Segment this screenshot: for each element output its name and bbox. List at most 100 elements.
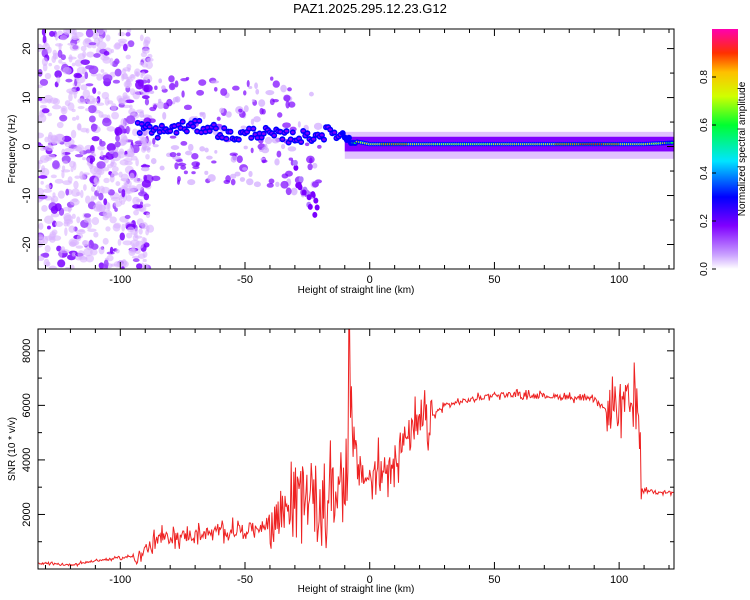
- noise-blob: [124, 153, 132, 158]
- noise-blob: [311, 181, 319, 188]
- snr-xlabel: Height of straight line (km): [298, 584, 415, 595]
- noise-blob: [172, 96, 179, 103]
- noise-blob: [214, 149, 218, 154]
- noise-blob: [74, 59, 83, 67]
- noise-blob: [140, 71, 146, 76]
- noise-blob: [117, 260, 128, 267]
- noise-blob: [118, 148, 125, 155]
- noise-blob: [196, 89, 205, 96]
- ridge-tail: [307, 203, 313, 210]
- noise-blob: [297, 121, 301, 128]
- noise-blob: [251, 99, 256, 103]
- noise-blob: [130, 155, 138, 161]
- noise-blob: [122, 135, 129, 145]
- noise-blob: [307, 163, 313, 171]
- noise-blob: [56, 121, 64, 129]
- noise-blob: [85, 195, 91, 204]
- noise-blob: [126, 63, 132, 70]
- noise-blob: [71, 213, 76, 219]
- noise-blob: [123, 80, 132, 89]
- noise-blob: [242, 167, 248, 171]
- colorbar-label: Normalized spectral amplitude: [737, 81, 748, 216]
- noise-blob: [73, 146, 83, 152]
- noise-blob: [142, 251, 148, 258]
- ridge-mid: [157, 130, 162, 134]
- ridge-mid: [197, 119, 202, 123]
- colorbar-gradient: [712, 29, 738, 269]
- x-tick-label: 0: [367, 274, 373, 286]
- ridge-mid: [247, 127, 251, 130]
- noise-blob: [82, 156, 86, 161]
- ridge-mid: [236, 138, 241, 141]
- noise-blob: [70, 166, 74, 173]
- noise-blob: [96, 102, 105, 106]
- noise-blob: [70, 264, 75, 269]
- noise-blob: [121, 223, 126, 232]
- noise-blob: [180, 140, 188, 146]
- noise-blob: [80, 84, 88, 91]
- noise-blob: [120, 200, 126, 205]
- noise-blob: [306, 155, 315, 164]
- noise-blob: [124, 214, 131, 220]
- x-tick-label: -50: [237, 574, 253, 586]
- noise-blob: [170, 145, 180, 150]
- noise-blob: [304, 142, 310, 147]
- noise-blob: [148, 118, 156, 124]
- noise-blob: [191, 161, 201, 167]
- noise-blob: [139, 34, 144, 42]
- ridge-mid: [280, 137, 285, 141]
- noise-blob: [38, 222, 44, 230]
- noise-blob: [64, 142, 72, 148]
- noise-blob: [136, 218, 144, 226]
- ridge-tail: [301, 189, 307, 196]
- noise-blob: [42, 235, 49, 245]
- noise-blob: [145, 153, 150, 160]
- ridge-mid: [174, 131, 179, 135]
- noise-blob: [109, 174, 115, 183]
- noise-blob: [114, 68, 122, 77]
- ridge-mid: [153, 126, 158, 130]
- noise-blob: [63, 213, 72, 222]
- ridge-mid: [185, 130, 189, 133]
- ridge-mid: [228, 130, 233, 133]
- noise-blob: [64, 227, 68, 237]
- noise-blob: [129, 88, 136, 96]
- noise-blob: [290, 187, 298, 196]
- noise-blob: [74, 153, 84, 158]
- noise-blob: [47, 112, 53, 117]
- noise-blob: [272, 80, 280, 88]
- noise-blob: [62, 67, 72, 75]
- noise-blob: [115, 135, 120, 142]
- noise-blob: [69, 198, 80, 206]
- noise-blob: [254, 82, 258, 89]
- noise-blob: [58, 43, 62, 51]
- noise-blob: [181, 90, 185, 98]
- noise-blob: [141, 84, 150, 92]
- noise-blob: [142, 258, 147, 263]
- noise-blob: [207, 174, 216, 182]
- noise-blob: [135, 240, 144, 250]
- noise-blob: [174, 80, 179, 88]
- ridge-mid: [205, 126, 210, 129]
- noise-blob: [143, 174, 148, 181]
- noise-blob: [158, 98, 162, 104]
- noise-blob: [145, 61, 153, 70]
- noise-blob: [125, 78, 134, 83]
- noise-blob: [56, 76, 61, 84]
- noise-blob: [114, 207, 118, 212]
- ridge-mid: [155, 136, 160, 139]
- noise-blob: [102, 56, 112, 64]
- ridge-tail: [298, 176, 304, 183]
- noise-blob: [147, 78, 151, 84]
- noise-blob: [105, 34, 111, 42]
- noise-blob: [80, 59, 90, 65]
- noise-blob: [56, 245, 62, 252]
- noise-blob: [38, 175, 48, 179]
- noise-blob: [86, 101, 97, 105]
- noise-blob: [144, 98, 150, 106]
- noise-blob: [115, 248, 120, 254]
- noise-blob: [122, 72, 128, 80]
- noise-blob: [39, 78, 49, 86]
- noise-blob: [132, 234, 139, 242]
- noise-blob: [106, 164, 114, 169]
